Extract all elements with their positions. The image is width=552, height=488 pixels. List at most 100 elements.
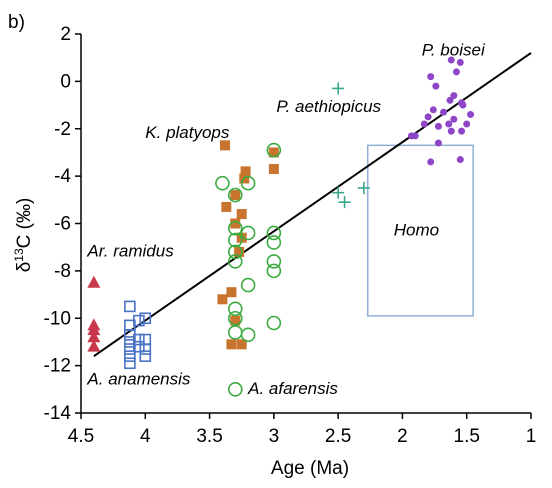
point-a-afarensis — [266, 263, 282, 279]
point-a-anamensis — [133, 340, 145, 353]
point-p-boisei — [456, 156, 464, 164]
point-a-afarensis — [240, 277, 256, 293]
point-p-boisei — [445, 120, 453, 128]
point-a-anamensis — [133, 333, 145, 346]
point-ar-ramidus — [87, 339, 101, 352]
x-axis-label: Age (Ma) — [271, 458, 349, 479]
point-a-afarensis — [227, 301, 243, 317]
point-p-boisei — [456, 58, 464, 66]
point-a-afarensis — [215, 175, 230, 191]
point-a-afarensis — [227, 325, 243, 340]
y-tick-label: 0 — [60, 71, 71, 92]
point-a-anamensis — [139, 333, 152, 346]
annotation-ar-ramidus: Ar. ramidus — [86, 242, 174, 261]
point-p-boisei — [427, 73, 435, 81]
point-k-platyops — [217, 294, 228, 305]
point-p-aethiopicus — [338, 196, 351, 209]
y-tick-label: -12 — [44, 356, 71, 377]
point-a-afarensis — [227, 232, 243, 248]
point-k-platyops — [230, 218, 241, 229]
point-a-anamensis — [139, 312, 152, 325]
y-axis-label-rest: C (‰) — [14, 198, 35, 249]
point-k-platyops — [230, 315, 241, 326]
point-k-platyops — [236, 339, 247, 350]
point-p-boisei — [447, 56, 455, 64]
point-p-boisei — [452, 68, 460, 76]
point-a-afarensis — [266, 254, 282, 269]
annotation-p-boisei: P. boisei — [422, 40, 486, 59]
point-p-aethiopicus — [332, 82, 345, 95]
point-k-platyops — [234, 246, 245, 257]
point-k-platyops — [226, 339, 237, 350]
x-tick-label: 1 — [526, 426, 537, 447]
point-a-anamensis — [124, 343, 136, 355]
point-a-anamensis — [124, 300, 136, 313]
annotation-k-platyops: K. platyops — [145, 123, 230, 142]
point-p-boisei — [463, 120, 471, 128]
point-p-aethiopicus — [332, 186, 345, 199]
annotation-a-afarensis: A. afarensis — [247, 379, 338, 398]
y-axis-label-superscript: 13 — [12, 248, 26, 262]
point-p-boisei — [434, 139, 442, 147]
y-axis-label: δ13C (‰) — [12, 198, 35, 273]
point-a-afarensis — [266, 225, 282, 241]
point-p-aethiopicus — [357, 181, 370, 194]
y-tick-label: -2 — [54, 119, 71, 140]
point-a-afarensis — [227, 244, 243, 260]
x-tick-label: 2 — [397, 426, 408, 447]
point-a-anamensis — [139, 343, 152, 355]
y-tick-label: -8 — [54, 261, 71, 282]
point-a-anamensis — [124, 357, 136, 370]
point-k-platyops — [268, 164, 279, 175]
y-tick-label: -4 — [54, 166, 71, 187]
point-p-boisei — [429, 106, 437, 114]
point-p-boisei — [467, 111, 475, 119]
point-k-platyops — [230, 190, 241, 201]
point-a-afarensis — [227, 382, 243, 397]
point-ar-ramidus — [87, 275, 101, 288]
point-p-boisei — [440, 108, 448, 116]
point-a-afarensis — [266, 142, 282, 158]
point-a-afarensis — [227, 220, 243, 236]
homo-box-label: Homo — [394, 220, 439, 239]
point-k-platyops — [240, 166, 251, 177]
point-ar-ramidus — [87, 323, 101, 336]
y-tick-label: -14 — [44, 403, 72, 424]
point-p-boisei — [458, 127, 466, 135]
point-p-boisei — [432, 82, 440, 90]
x-tick-label: 1.5 — [454, 426, 480, 447]
point-k-platyops — [236, 209, 247, 220]
point-a-anamensis — [139, 350, 152, 362]
point-a-anamensis — [124, 350, 136, 362]
point-p-boisei — [459, 101, 467, 109]
y-tick-label: -6 — [54, 214, 71, 235]
point-k-platyops — [226, 287, 237, 298]
point-p-boisei — [450, 115, 458, 123]
y-axis-label-delta: δ — [14, 262, 35, 273]
x-tick-label: 3 — [269, 426, 280, 447]
point-a-afarensis — [227, 187, 243, 203]
x-tick-label: 4.5 — [68, 426, 94, 447]
point-a-afarensis — [227, 310, 243, 326]
plot-area: 2 0 -2 -4 -6 -8 -10 -12 -144.5 4 3.5 3 2.5 2 1.5 1 Homo P… — [44, 24, 537, 447]
point-k-platyops — [221, 201, 232, 212]
point-p-boisei — [427, 158, 435, 166]
point-k-platyops — [268, 147, 279, 158]
point-p-boisei — [446, 96, 454, 104]
point-a-afarensis — [240, 327, 256, 343]
point-ar-ramidus — [87, 330, 101, 343]
point-a-afarensis — [266, 315, 282, 331]
point-p-boisei — [447, 127, 455, 135]
annotation-a-anamensis: A. anamensis — [86, 370, 190, 389]
trend-line — [93, 52, 532, 357]
point-k-platyops — [220, 140, 230, 151]
point-a-anamensis — [133, 314, 145, 327]
y-tick-label: -10 — [44, 308, 71, 329]
annotation-p-aethiopicus: P. aethiopicus — [276, 97, 381, 116]
point-p-boisei — [424, 113, 432, 121]
homo-box — [366, 144, 474, 317]
point-a-afarensis — [266, 235, 282, 250]
point-p-boisei — [450, 92, 458, 100]
point-a-afarensis — [240, 175, 256, 191]
